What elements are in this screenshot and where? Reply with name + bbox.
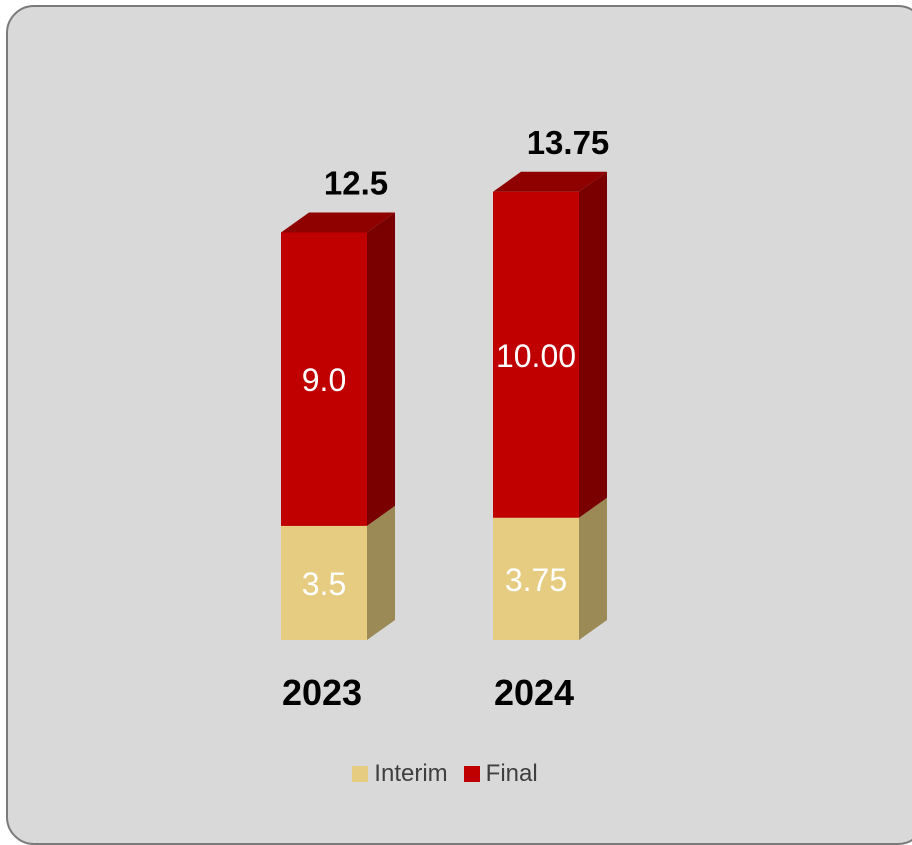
bar-top-final-2023: [281, 212, 395, 233]
legend: Interim Final: [0, 760, 890, 788]
bar-segment-final-2023: [281, 232, 367, 526]
bar-side-interim-2024: [579, 497, 607, 640]
legend-item-interim: Interim: [352, 760, 448, 788]
bars-layer: [281, 171, 607, 640]
total-label-2023: 12.5: [324, 165, 388, 202]
bar-segment-interim-2023: [281, 525, 367, 640]
total-label-2024: 13.75: [527, 124, 610, 161]
segment-label-final-2024: 10.00: [496, 338, 576, 374]
segment-label-final-2023: 9.0: [302, 362, 346, 398]
legend-label-final: Final: [485, 760, 538, 787]
bar-top-final-2024: [493, 171, 607, 192]
legend-swatch-interim: [352, 766, 369, 782]
bar-side-final-2024: [579, 171, 607, 518]
bar-side-interim-2023: [367, 505, 395, 640]
category-label-2023: 2023: [282, 672, 362, 713]
category-label-2024: 2024: [494, 672, 574, 713]
segment-label-interim-2023: 3.5: [302, 566, 346, 602]
bar-segment-interim-2024: [493, 517, 579, 640]
chart-plot: 3.5 9.0 12.5 2023 3.75 10.00 13.75 2024: [281, 124, 609, 713]
legend-swatch-final: [463, 766, 480, 782]
labels-layer: 3.5 9.0 12.5 2023 3.75 10.00 13.75 2024: [282, 124, 609, 713]
segment-label-interim-2024: 3.75: [505, 562, 567, 598]
legend-label-interim: Interim: [374, 760, 448, 787]
legend-item-final: Final: [463, 760, 538, 788]
bar-segment-final-2024: [493, 191, 579, 518]
chart-frame: [6, 5, 912, 845]
bar-side-final-2023: [367, 212, 395, 526]
